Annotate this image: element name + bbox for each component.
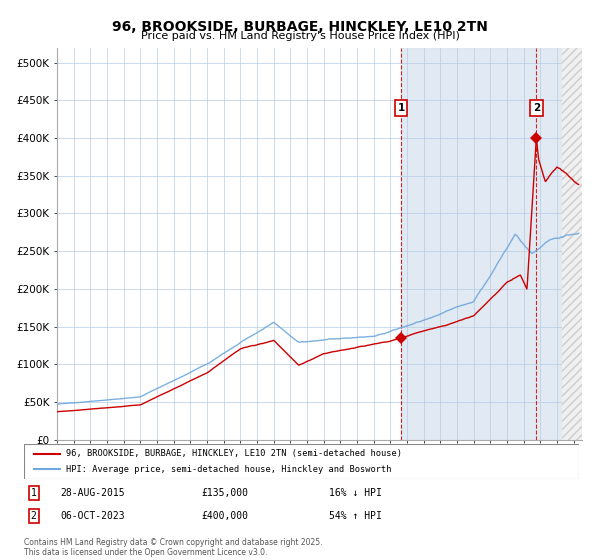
Text: 06-OCT-2023: 06-OCT-2023 — [60, 511, 125, 521]
Text: 54% ↑ HPI: 54% ↑ HPI — [329, 511, 382, 521]
Text: £400,000: £400,000 — [202, 511, 248, 521]
Text: Price paid vs. HM Land Registry's House Price Index (HPI): Price paid vs. HM Land Registry's House … — [140, 31, 460, 41]
FancyBboxPatch shape — [24, 444, 579, 479]
Bar — [562, 48, 582, 440]
Text: 2: 2 — [533, 103, 540, 113]
Bar — [401, 48, 562, 440]
Text: 16% ↓ HPI: 16% ↓ HPI — [329, 488, 382, 498]
Text: 28-AUG-2015: 28-AUG-2015 — [60, 488, 125, 498]
Text: 1: 1 — [31, 488, 37, 498]
Text: 96, BROOKSIDE, BURBAGE, HINCKLEY, LE10 2TN: 96, BROOKSIDE, BURBAGE, HINCKLEY, LE10 2… — [112, 20, 488, 34]
Text: Contains HM Land Registry data © Crown copyright and database right 2025.
This d: Contains HM Land Registry data © Crown c… — [24, 538, 323, 557]
Text: HPI: Average price, semi-detached house, Hinckley and Bosworth: HPI: Average price, semi-detached house,… — [65, 465, 391, 474]
Text: 96, BROOKSIDE, BURBAGE, HINCKLEY, LE10 2TN (semi-detached house): 96, BROOKSIDE, BURBAGE, HINCKLEY, LE10 2… — [65, 449, 401, 458]
Text: £135,000: £135,000 — [202, 488, 248, 498]
Text: 2: 2 — [31, 511, 37, 521]
Text: 1: 1 — [398, 103, 405, 113]
